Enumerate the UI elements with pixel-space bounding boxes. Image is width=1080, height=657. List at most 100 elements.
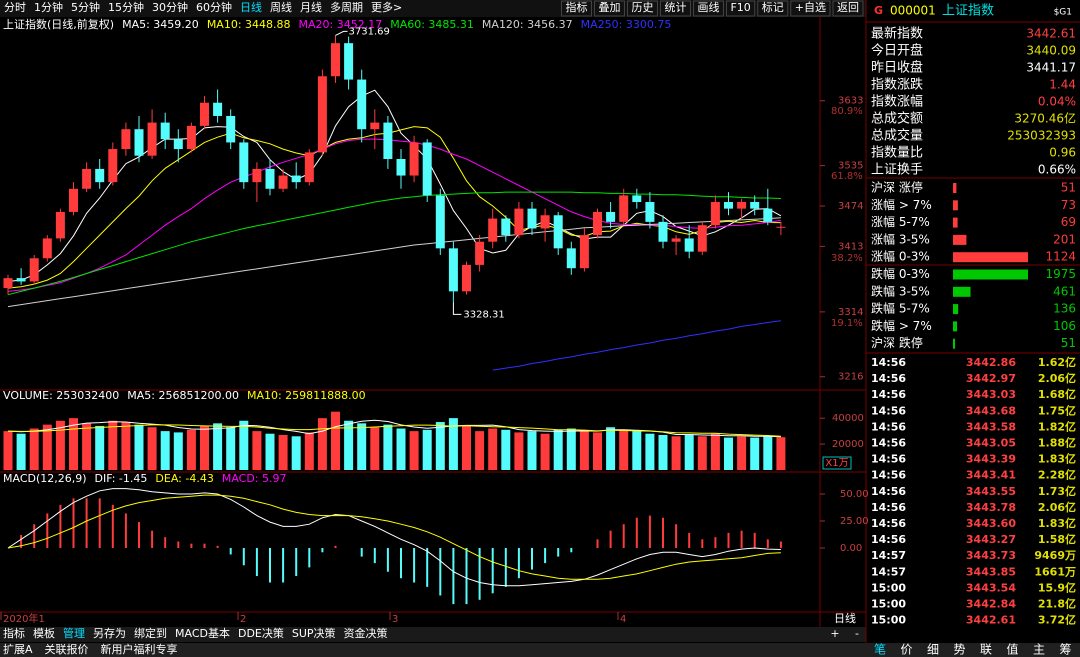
bottom-tab[interactable]: 另存为: [93, 626, 126, 640]
breadth-label: 涨幅 3-5%: [871, 231, 930, 246]
quote-flag: G: [874, 4, 883, 17]
period-tab[interactable]: 1分钟: [34, 0, 63, 14]
indicator-line: [7, 494, 781, 580]
quote-label: 总成交额: [871, 111, 923, 127]
toolbar-button[interactable]: +自选: [795, 1, 826, 14]
trade-time: 14:56: [871, 420, 906, 433]
candle-body: [619, 195, 629, 222]
time-label: 2020年1: [3, 612, 45, 625]
toolbar-button[interactable]: 画线: [697, 0, 719, 14]
indicator-line: [7, 488, 781, 587]
side-tab[interactable]: 联: [980, 643, 992, 657]
trade-time: 14:56: [871, 517, 906, 530]
side-tab[interactable]: 细: [927, 643, 939, 657]
legend-item: MA10: 259811888.00: [247, 389, 366, 402]
candle-body: [710, 202, 720, 226]
candle-body: [553, 215, 563, 249]
quote-value: 0.04%: [1038, 95, 1076, 109]
candle-body: [226, 115, 236, 143]
high-label: 3731.69: [349, 26, 390, 37]
candle-body: [383, 122, 393, 159]
volume-bar: [540, 433, 550, 470]
trade-price: 3442.84: [966, 598, 1016, 611]
volume-bar: [593, 432, 602, 470]
candle-body: [527, 208, 537, 229]
candle-body: [317, 76, 327, 153]
quote-value: 1.44: [1049, 78, 1076, 92]
bottom-tab[interactable]: 模板: [33, 626, 55, 640]
volume-bar: [710, 433, 720, 470]
zoom-in[interactable]: +: [830, 627, 839, 640]
bottom-tab[interactable]: DDE决策: [238, 626, 284, 640]
toolbar-button[interactable]: 指标: [565, 0, 587, 14]
bottom-tab[interactable]: 绑定到: [134, 626, 167, 640]
period-tab[interactable]: 多周期: [330, 0, 363, 14]
bottom-tab[interactable]: 指标: [3, 626, 25, 640]
toolbar-button[interactable]: 返回: [837, 1, 859, 14]
button-frame: [593, 0, 625, 17]
bottom-tab[interactable]: SUP决策: [292, 626, 336, 640]
bottom-tab[interactable]: MACD基本: [175, 626, 230, 640]
bottom-tab[interactable]: 管理: [63, 626, 85, 640]
candle-body: [422, 142, 432, 196]
time-label: 4: [620, 614, 626, 625]
trade-price: 3443.05: [966, 437, 1016, 450]
breadth-bar: [953, 234, 967, 245]
side-tab[interactable]: 筹: [1059, 643, 1071, 657]
period-tab[interactable]: 15分钟: [108, 0, 144, 14]
toolbar-button[interactable]: F10: [730, 1, 750, 14]
candle-body: [396, 158, 406, 176]
volume-bar: [435, 422, 445, 470]
volume-bar: [82, 423, 92, 470]
toolbar-button[interactable]: 叠加: [598, 1, 620, 14]
side-tab[interactable]: 价: [900, 643, 912, 657]
candle-body: [540, 215, 550, 229]
candle-body: [331, 43, 340, 77]
side-tab[interactable]: 值: [1006, 642, 1018, 657]
zoom-out[interactable]: -: [855, 627, 859, 640]
breadth-label: 跌幅 3-5%: [871, 283, 930, 298]
quote-label: 昨日收盘: [871, 60, 923, 76]
side-tab[interactable]: 笔: [874, 642, 886, 657]
trade-amount: 9469万: [1034, 549, 1076, 562]
toolbar-button[interactable]: 统计: [664, 1, 686, 14]
period-tab[interactable]: 60分钟: [196, 0, 232, 14]
trade-price: 3443.58: [966, 420, 1016, 433]
period-tab[interactable]: 分时: [4, 1, 26, 14]
trade-time: 15:00: [871, 598, 906, 611]
breadth-bar: [953, 286, 971, 297]
period-tab[interactable]: 更多>: [371, 0, 402, 14]
trade-time: 15:00: [871, 581, 906, 594]
y-tick-label: 25.00: [840, 516, 869, 527]
volume-bar: [3, 431, 13, 470]
period-tab[interactable]: 周线: [270, 0, 292, 14]
side-tab[interactable]: 主: [1033, 643, 1045, 657]
volume-bar: [776, 437, 786, 470]
volume-bar: [304, 432, 314, 470]
candle-body: [658, 221, 668, 242]
breadth-label: 跌幅 0-3%: [871, 266, 930, 281]
period-label: 日线: [834, 611, 856, 625]
trade-amount: 1.75亿: [1038, 403, 1076, 417]
period-tab[interactable]: 日线: [240, 0, 262, 14]
candle-body: [697, 225, 707, 252]
quote-label: 指数量比: [871, 146, 923, 161]
toolbar-button[interactable]: 历史: [631, 1, 653, 14]
breadth-count: 461: [1053, 284, 1076, 298]
volume-bar: [724, 437, 733, 470]
period-tab[interactable]: 30分钟: [152, 0, 188, 14]
volume-bar: [579, 431, 589, 470]
side-tab[interactable]: 势: [953, 643, 965, 657]
status-item: 关联报价: [45, 642, 89, 656]
trade-price: 3443.03: [966, 388, 1016, 401]
quote-value: 253032393: [1007, 129, 1076, 143]
trade-time: 14:56: [871, 372, 906, 385]
toolbar-button[interactable]: 标记: [762, 0, 784, 14]
candle-body: [82, 168, 92, 189]
breadth-count: 136: [1053, 302, 1076, 316]
period-tab[interactable]: 5分钟: [71, 0, 100, 14]
bottom-tab[interactable]: 资金决策: [344, 626, 388, 640]
period-tab[interactable]: 月线: [300, 0, 322, 14]
volume-bar: [16, 433, 26, 470]
